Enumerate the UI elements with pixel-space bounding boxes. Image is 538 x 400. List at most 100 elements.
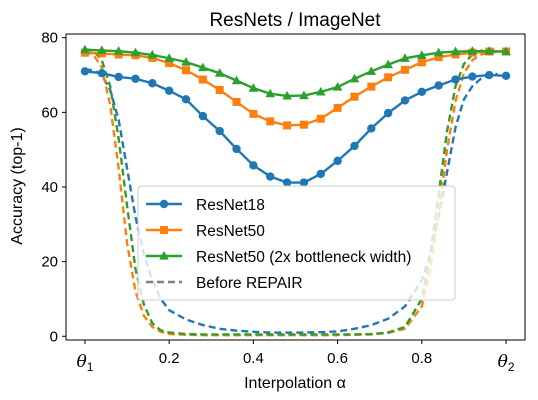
data-point [232,144,241,154]
data-point [501,46,511,56]
data-point [283,121,292,130]
data-point [113,46,124,55]
data-point [80,44,90,54]
data-point [164,53,174,62]
data-point [417,50,427,59]
data-point [232,97,241,106]
series-line-dashed-0 [84,68,498,334]
data-point [467,46,478,55]
data-point [164,86,174,95]
data-point [366,66,377,75]
x-tick-label: 0.4 [243,350,264,367]
data-point [384,73,393,82]
data-point [249,161,258,170]
x-tick-label: 0.6 [327,350,348,367]
series-line-dashed-1 [84,50,498,337]
y-tick-label: 60 [41,104,58,121]
data-point [316,169,325,179]
data-point [299,120,308,129]
data-point [198,111,208,121]
data-point [400,96,410,105]
data-point [485,70,494,80]
y-tick-label: 0 [50,328,58,345]
data-point [215,85,224,94]
series-line-0 [84,70,507,184]
data-point [266,117,275,126]
data-point [249,109,258,118]
data-point [350,92,359,101]
data-point [367,82,376,91]
data-point [333,103,342,112]
data-point [349,73,360,83]
data-point [148,79,157,88]
data-point [484,46,495,55]
legend-label: ResNet50 [196,223,265,240]
data-point [417,58,426,67]
y-tick-label: 20 [41,254,58,271]
x-axis-label: Interpolation α [244,375,346,392]
data-point [383,108,393,118]
data-point [367,124,376,133]
data-point [130,47,141,57]
data-point [332,81,343,91]
data-point [265,88,276,98]
data-point [451,75,460,84]
data-point [501,71,511,80]
data-point [181,95,191,104]
data-point [266,172,275,181]
legend: ResNet18 ResNet50 ResNet50 (2x bottleneck … [137,185,456,301]
data-point [198,75,207,84]
data-point [214,68,225,77]
data-point [333,156,342,166]
series-line-dashed-2 [84,47,498,336]
data-point [468,72,477,81]
data-point [434,53,443,62]
data-point [182,66,191,75]
data-point [315,86,326,96]
y-tick-label: 80 [41,30,58,47]
legend-marker [159,199,169,209]
data-point [299,178,309,187]
data-point [450,46,461,56]
legend-label: ResNet18 [196,197,265,214]
data-point [400,65,409,74]
y-axis-label: Accuracy (top-1) [9,127,26,244]
data-point [165,59,174,68]
data-point [147,49,158,59]
data-point [434,81,443,90]
chart-title: ResNets / ImageNet [209,10,381,31]
series-line-1 [84,50,507,127]
axes: θ1 0.2 0.4 0.6 0.8 θ2 0 20 40 60 80 [41,30,526,374]
legend-marker [160,226,168,234]
y-tick-label: 40 [41,179,58,196]
data-point [80,67,90,76]
data-point [282,178,292,187]
data-point [114,72,123,82]
plot-area [80,44,511,337]
data-point [248,83,259,92]
x-tick-label: 0.2 [159,350,180,367]
data-point [299,90,309,100]
legend-label: Before REPAIR [196,275,303,292]
data-point [97,68,106,78]
x-tick-label: 0.8 [411,350,432,367]
data-point [96,45,107,55]
data-point [181,56,191,66]
legend-box [137,185,456,301]
x-tick-label: θ1 [76,352,93,374]
legend-marker [159,251,169,260]
x-tick-label: θ2 [498,352,515,374]
data-point [383,59,393,69]
data-point [198,62,208,72]
data-point [417,87,427,97]
data-point [215,126,224,136]
data-point [231,75,242,85]
data-point [433,47,444,57]
data-point [316,114,325,123]
data-point [131,74,140,83]
data-point [282,90,292,100]
legend-label: ResNet50 (2x bottleneck width) [196,249,411,266]
data-point [350,141,359,151]
data-point [400,53,410,62]
